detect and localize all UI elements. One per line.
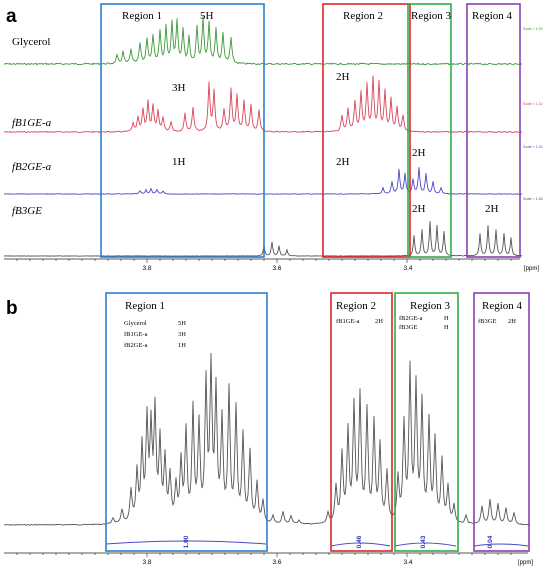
integral-value-3: 0.43 <box>420 535 427 548</box>
panel-a: a Glycerol fB1GE-a fB2GE-a fB3GE Scale =… <box>3 3 543 272</box>
region-box-4 <box>466 3 521 258</box>
scale-label-fb2ge-a: Scale = 1.42 <box>523 145 543 149</box>
legend-r1-count-2: 1H <box>178 342 186 349</box>
legend-r1-name-2: fB2GE-a <box>124 342 148 349</box>
x-tick-a-3.8: 3.8 <box>142 265 151 272</box>
region-label-3: Region 3 <box>411 10 452 22</box>
trace-fb2ge-a <box>4 167 523 195</box>
region-label-4: Region 4 <box>472 10 513 22</box>
trace-fb3ge <box>4 221 523 257</box>
region-label-b-2: Region 2 <box>336 300 376 312</box>
region-box-2 <box>322 3 411 258</box>
region-label-1: Region 1 <box>122 10 162 22</box>
panel-a-label: a <box>6 6 17 27</box>
annotation-5h: 5H <box>200 10 214 22</box>
integral-value-4: 0.04 <box>487 535 494 548</box>
region-box-b-4 <box>473 292 530 552</box>
trace-name-fb2ge-a: fB2GE-a <box>12 161 52 173</box>
x-tick-b-3.4: 3.4 <box>403 559 412 566</box>
region-label-b-4: Region 4 <box>482 300 523 312</box>
legend-r4-count-0: 2H <box>508 318 516 325</box>
panel-b: b Region 1 Region 2 Region 3 Region 4 Gl… <box>4 292 533 566</box>
annotation-2h-region2-b1: 2H <box>336 71 350 83</box>
x-ticks-b <box>16 553 512 557</box>
region-label-b-1: Region 1 <box>125 300 165 312</box>
legend-r1-name-0: Glycerol <box>124 320 147 327</box>
legend-r3-name-1: fB3GE <box>399 324 417 331</box>
annotation-2h-region2-b2: 2H <box>336 156 350 168</box>
x-ticks-a <box>16 259 512 263</box>
x-tick-b-3.6: 3.6 <box>272 559 281 566</box>
legend-r1-name-1: fB1GE-a <box>124 331 148 338</box>
integral-curve-2 <box>330 542 391 547</box>
integral-curve-1 <box>105 540 267 545</box>
annotation-2h-region4-b3: 2H <box>485 203 499 215</box>
x-tick-a-3.6: 3.6 <box>272 265 281 272</box>
region-box-b-1 <box>105 292 268 552</box>
region-box-1 <box>100 3 265 258</box>
legend-r1-count-0: 5H <box>178 320 186 327</box>
trace-glycerol <box>3 16 523 66</box>
region-label-2: Region 2 <box>343 10 383 22</box>
region-box-b-3 <box>394 292 459 552</box>
annotation-3h: 3H <box>172 82 186 94</box>
trace-fb1ge-a <box>4 75 523 134</box>
region-box-b-2 <box>330 292 393 552</box>
trace-name-glycerol: Glycerol <box>12 36 50 48</box>
x-unit-b: [ppm] <box>518 560 533 566</box>
annotation-1h: 1H <box>172 156 186 168</box>
integral-value-2: 0.46 <box>356 535 363 548</box>
x-tick-a-3.4: 3.4 <box>403 265 412 272</box>
region-label-b-3: Region 3 <box>410 300 451 312</box>
scale-label-glycerol: Scale = 1.00 <box>523 27 543 31</box>
trace-name-fb3ge: fB3GE <box>12 205 42 217</box>
integral-value-1: 1.00 <box>183 535 190 548</box>
x-tick-b-3.8: 3.8 <box>142 559 151 566</box>
legend-r2-count-0: 2H <box>375 318 383 325</box>
integral-curve-3 <box>394 542 457 547</box>
legend-r4-name-0: fB3GE <box>478 318 496 325</box>
annotation-2h-region3-b3: 2H <box>412 203 426 215</box>
scale-label-fb1ge-a: Scale = 1.42 <box>523 102 543 106</box>
annotation-2h-region3-b2: 2H <box>412 147 426 159</box>
trace-name-fb1ge-a: fB1GE-a <box>12 117 52 129</box>
legend-r3-count-0: H <box>444 315 449 322</box>
legend-r3-name-0: fB2GE-a <box>399 315 423 322</box>
integral-curve-4 <box>473 543 529 547</box>
legend-r3-count-1: H <box>444 324 449 331</box>
panel-b-label: b <box>6 298 18 319</box>
scale-label-fb3ge: Scale = 1.48 <box>523 197 543 201</box>
legend-r2-name-0: fB1GE-a <box>336 318 360 325</box>
region-box-3 <box>407 3 452 258</box>
x-unit-a: [ppm] <box>524 266 539 272</box>
legend-r1-count-1: 3H <box>178 331 186 338</box>
